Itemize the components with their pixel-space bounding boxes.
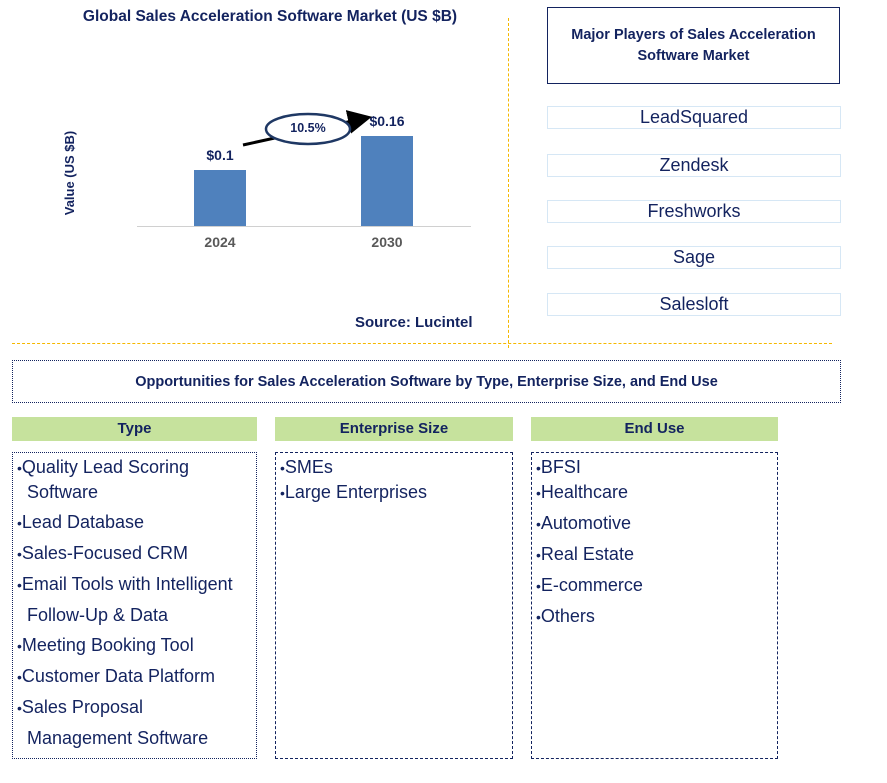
chart-title: Global Sales Acceleration Software Marke… xyxy=(82,8,458,25)
player-zendesk: Zendesk xyxy=(547,154,841,177)
list-item: Automotive xyxy=(536,511,773,536)
list-item: Lead Database xyxy=(17,510,252,535)
list-item: Real Estate xyxy=(536,542,773,567)
enterprise-size-list: SMEs Large Enterprises xyxy=(275,452,513,759)
opportunities-title: Opportunities for Sales Acceleration Sof… xyxy=(12,360,841,403)
list-item: Meeting Booking Tool xyxy=(17,633,252,658)
source-label: Source: Lucintel xyxy=(355,314,473,331)
bar-value-2024: $0.1 xyxy=(206,147,234,163)
y-axis-label: Value (US $B) xyxy=(62,130,77,216)
player-sage: Sage xyxy=(547,246,841,269)
players-title-text: Major Players of Sales Acceleration Soft… xyxy=(571,26,816,64)
cagr-label: 10.5% xyxy=(290,121,326,135)
player-salesloft: Salesloft xyxy=(547,293,841,316)
list-item: Sales-Focused CRM xyxy=(17,541,252,566)
list-item: Healthcare xyxy=(536,480,773,505)
opportunities-title-text: Opportunities for Sales Acceleration Sof… xyxy=(135,373,718,390)
player-freshworks: Freshworks xyxy=(547,200,841,223)
horizontal-divider xyxy=(12,343,832,344)
vertical-divider xyxy=(508,18,509,348)
list-item: Customer Data Platform xyxy=(17,664,252,689)
players-title: Major Players of Sales Acceleration Soft… xyxy=(547,7,840,84)
end-use-list: BFSI Healthcare Automotive Real Estate E… xyxy=(531,452,778,759)
end-use-header: End Use xyxy=(531,417,778,441)
bar-2024 xyxy=(194,170,246,226)
type-header: Type xyxy=(12,417,257,441)
x-tick-2030: 2030 xyxy=(371,234,403,250)
bar-2030 xyxy=(361,136,413,226)
player-leadsquared: LeadSquared xyxy=(547,106,841,129)
x-axis-line xyxy=(137,226,471,227)
list-item: Others xyxy=(536,604,773,629)
enterprise-size-header: Enterprise Size xyxy=(275,417,513,441)
list-item: Large Enterprises xyxy=(280,480,508,505)
list-item: BFSI xyxy=(536,455,773,480)
x-tick-2024: 2024 xyxy=(204,234,236,250)
bar-value-2030: $0.16 xyxy=(369,113,405,129)
list-item: E-commerce xyxy=(536,573,773,598)
cagr-arrow-icon xyxy=(242,110,372,147)
list-item: SMEs xyxy=(280,455,508,480)
